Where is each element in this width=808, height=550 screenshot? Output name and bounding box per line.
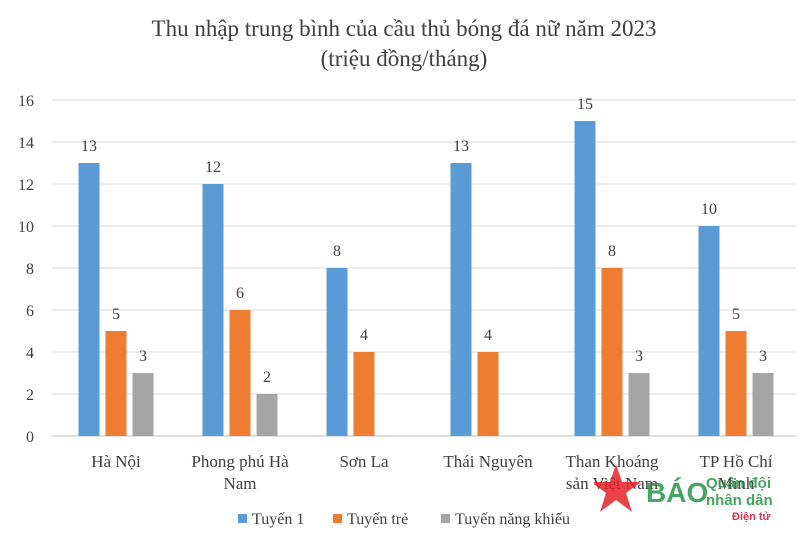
data-label: 3 [759, 348, 767, 365]
watermark-brand: BÁO [646, 477, 708, 508]
legend-label: Tuyến năng khiếu [455, 511, 570, 528]
bar [752, 373, 774, 436]
legend-swatch [333, 514, 342, 523]
bar [353, 352, 375, 436]
y-tick-label: 6 [26, 303, 34, 320]
category-label: Thái Nguyên [443, 452, 533, 471]
bar [601, 268, 623, 436]
category-label: Sơn La [339, 452, 389, 471]
chart-subtitle: (triệu đồng/tháng) [320, 46, 488, 71]
y-tick-label: 12 [18, 177, 34, 194]
chart-title: Thu nhập trung bình của cầu thủ bóng đá … [151, 16, 657, 41]
category-label: Nam [223, 474, 256, 493]
watermark-logo: BÁO Quân đội nhân dân Điện tử [594, 464, 773, 523]
data-label: 15 [577, 96, 593, 113]
bar [132, 373, 154, 436]
y-tick-label: 2 [26, 387, 34, 404]
data-label: 5 [112, 306, 120, 323]
watermark-name-top: Quân đội [706, 475, 771, 492]
watermark-tag: Điện tử [732, 511, 771, 523]
data-label: 4 [360, 327, 368, 344]
bar [725, 331, 747, 436]
data-label: 5 [732, 306, 740, 323]
data-label: 4 [484, 327, 492, 344]
category-label: Than Khoáng [565, 452, 659, 471]
bar [202, 184, 224, 436]
bar [256, 394, 278, 436]
data-label: 6 [236, 285, 244, 302]
data-label: 3 [635, 348, 643, 365]
y-tick-label: 16 [18, 93, 34, 110]
watermark-star-icon [594, 464, 641, 512]
category-label: Phong phú Hà [191, 452, 289, 471]
bar [78, 163, 100, 436]
legend-swatch [238, 514, 247, 523]
y-tick-label: 8 [26, 261, 34, 278]
legend-swatch [441, 514, 450, 523]
bar [105, 331, 127, 436]
data-label: 12 [205, 159, 221, 176]
y-tick-label: 4 [26, 345, 34, 362]
category-label: Hà Nội [91, 452, 141, 471]
y-tick-label: 14 [18, 135, 34, 152]
bar [574, 121, 596, 436]
bar [229, 310, 251, 436]
y-tick-label: 10 [18, 219, 34, 236]
bar [698, 226, 720, 436]
data-label: 8 [333, 243, 341, 260]
bar [326, 268, 348, 436]
data-label: 13 [453, 138, 469, 155]
data-label: 8 [608, 243, 616, 260]
legend-label: Tuyến trẻ [347, 511, 408, 528]
data-label: 13 [81, 138, 97, 155]
data-label: 10 [701, 201, 717, 218]
bar [450, 163, 472, 436]
chart-title-block: Thu nhập trung bình của cầu thủ bóng đá … [0, 14, 808, 74]
watermark-name-bottom: nhân dân [706, 492, 773, 509]
y-tick-label: 0 [26, 429, 34, 446]
bar [628, 373, 650, 436]
legend-label: Tuyến 1 [252, 511, 304, 528]
data-label: 2 [263, 369, 271, 386]
bar [477, 352, 499, 436]
category-label: Minh [718, 474, 755, 493]
data-label: 3 [139, 348, 147, 365]
category-label: TP Hồ Chí [699, 452, 772, 471]
